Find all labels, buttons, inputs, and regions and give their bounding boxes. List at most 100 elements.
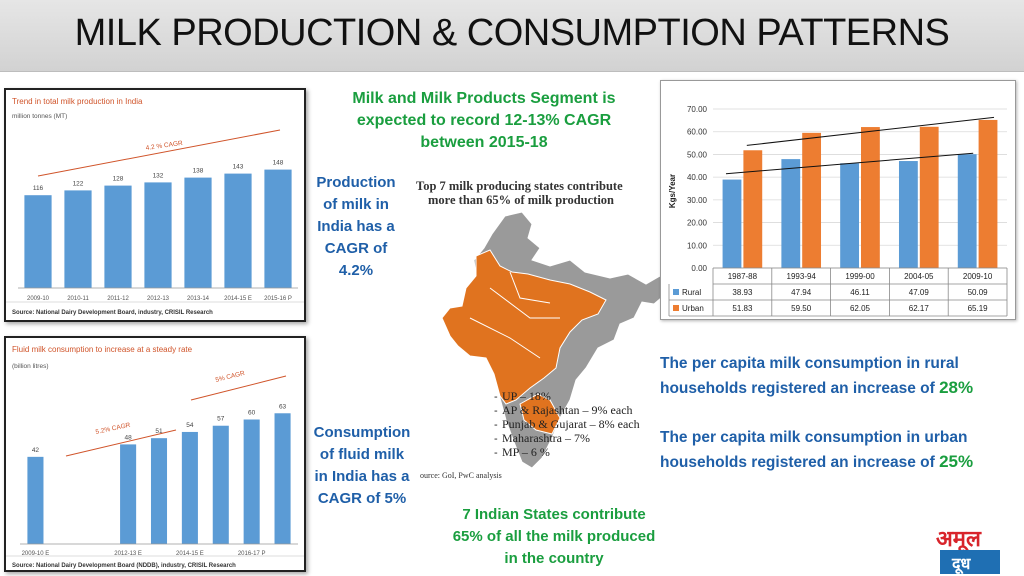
table-cell: 62.05 — [850, 304, 871, 313]
segment-cagr-text: Milk and Milk Products Segment is expect… — [318, 88, 650, 154]
bar — [27, 456, 44, 544]
highlight-state-ap — [519, 393, 561, 435]
urban-pct: 25% — [939, 452, 974, 471]
fluid-milk-chart-panel: Fluid milk consumption to increase at a … — [4, 336, 306, 572]
tick-label: 2012-13 E — [114, 551, 142, 557]
logo-top-text: अमूल — [936, 527, 982, 553]
india-map: Top 7 milk producing states contribute m… — [416, 179, 669, 480]
urban-line-text: households registered an increase of — [660, 454, 935, 471]
states-line: in the country — [504, 550, 604, 567]
states-line: 65% of all the milk produced — [452, 528, 656, 545]
x-tick-label: 1999-00 — [845, 272, 875, 281]
bar — [144, 182, 172, 288]
production-line: CAGR of — [324, 240, 388, 257]
bar — [120, 444, 137, 544]
table-cell: 51.83 — [732, 304, 753, 313]
states-contribution-text: 7 Indian States contribute 65% of all th… — [420, 504, 688, 570]
cagr-arrow — [65, 429, 177, 457]
rural-line: households registered an increase of 28% — [660, 376, 1010, 401]
urban-line: The per capita milk consumption in urban — [660, 429, 968, 446]
data-label: 122 — [73, 180, 84, 187]
y-tick-label: 20.00 — [687, 219, 708, 228]
trendline-rural — [725, 152, 974, 175]
india-map-figure: Top 7 milk producing states contribute m… — [410, 168, 672, 508]
title-bar: MILK PRODUCTION & CONSUMPTION PATTERNS — [0, 0, 1024, 72]
y-tick-label: 0.00 — [691, 264, 707, 273]
consumption-line: of fluid milk — [319, 446, 405, 463]
legend-item: AP & Rajashtan – 9% each — [502, 403, 633, 417]
bar-rural — [722, 179, 742, 268]
bar-urban — [802, 132, 822, 268]
bar — [212, 425, 229, 544]
bar-urban — [743, 150, 763, 268]
data-label: 132 — [153, 172, 164, 179]
slide-title: MILK PRODUCTION & CONSUMPTION PATTERNS — [74, 12, 950, 54]
bar — [64, 190, 92, 288]
production-line: 4.2% — [338, 262, 374, 279]
tick-label: 2009-10 — [27, 296, 50, 302]
data-label: 54 — [186, 422, 194, 429]
data-label: 51 — [155, 428, 163, 435]
svg-text:-: - — [494, 419, 498, 431]
y-tick-label: 40.00 — [687, 173, 708, 182]
bar — [264, 169, 292, 288]
production-line: of milk in — [323, 196, 389, 213]
chart-source: Source: National Dairy Development Board… — [12, 310, 213, 316]
chart-title: Trend in total milk production in India — [12, 97, 143, 106]
legend-item: Maharashtra – 7% — [502, 431, 590, 445]
per-capita-chart-panel: 0.00 10.00 20.00 30.00 40.00 50.00 60.00 70.00 K… — [660, 80, 1016, 320]
svg-text:-: - — [494, 391, 498, 403]
data-label: 48 — [124, 434, 132, 441]
production-line: Production — [316, 174, 396, 191]
cagr-annotation: 5% CAGR — [215, 370, 246, 384]
tick-label: 2014-15 E — [224, 296, 252, 302]
urban-increase-text: The per capita milk consumption in urban… — [660, 426, 1010, 475]
x-tick-label: 1993-94 — [787, 272, 817, 281]
tick-label: 2011-12 — [107, 296, 129, 302]
bar-rural — [840, 163, 859, 268]
map-legend: UP – 18% AP & Rajashtan – 9% each Punjab… — [502, 389, 640, 459]
per-capita-chart: 0.00 10.00 20.00 30.00 40.00 50.00 60.00 70.00 K… — [668, 105, 1008, 317]
chart-title: Fluid milk consumption to increase at a … — [12, 345, 193, 354]
legend-item: MP – 6 % — [502, 445, 550, 459]
production-cagr-text: Production of milk in India has a CAGR o… — [308, 172, 404, 282]
bar-urban — [919, 126, 939, 269]
data-label: 116 — [33, 185, 44, 192]
legend-swatch — [673, 289, 679, 295]
table-cell: 65.19 — [968, 304, 989, 313]
data-label: 148 — [273, 160, 284, 167]
legend-label: Rural — [682, 288, 701, 297]
states-line: 7 Indian States contribute — [462, 506, 646, 523]
data-label: 63 — [279, 403, 287, 410]
y-tick-label: 10.00 — [687, 241, 708, 250]
bar-rural — [957, 154, 977, 268]
x-tick-label: 2004-05 — [904, 272, 934, 281]
bar-urban — [978, 119, 998, 268]
consumption-line: Consumption — [313, 424, 411, 441]
y-tick-label: 70.00 — [687, 105, 708, 114]
y-tick-label: 50.00 — [687, 150, 708, 159]
table-cell: 62.17 — [909, 304, 930, 313]
rural-line: The per capita milk consumption in rural — [660, 355, 959, 372]
table-cell: 47.09 — [909, 288, 930, 297]
bar — [181, 431, 198, 544]
data-label: 128 — [113, 176, 124, 183]
tick-label: 2012-13 — [147, 296, 170, 302]
tick-label: 2016-17 P — [238, 551, 266, 557]
bar — [243, 419, 260, 544]
bar — [150, 438, 168, 544]
table-cell: 50.09 — [968, 288, 989, 297]
cagr-annotation: 4.2 % CAGR — [145, 140, 183, 152]
consumption-cagr-text: Consumption of fluid milk in India has a… — [306, 422, 418, 510]
x-tick-label: 2009-10 — [963, 272, 993, 281]
tick-label: 2015-16 P — [264, 296, 292, 302]
table-cell: 47.94 — [791, 288, 812, 297]
svg-text:-: - — [494, 405, 498, 417]
cagr-arrow — [37, 129, 281, 177]
bar-rural — [781, 159, 801, 268]
tick-label: 2013-14 — [187, 296, 210, 302]
y-axis-label: Kgs/Year — [668, 174, 677, 208]
data-label: 42 — [32, 447, 40, 454]
data-label: 60 — [248, 410, 256, 417]
bar — [184, 177, 212, 288]
